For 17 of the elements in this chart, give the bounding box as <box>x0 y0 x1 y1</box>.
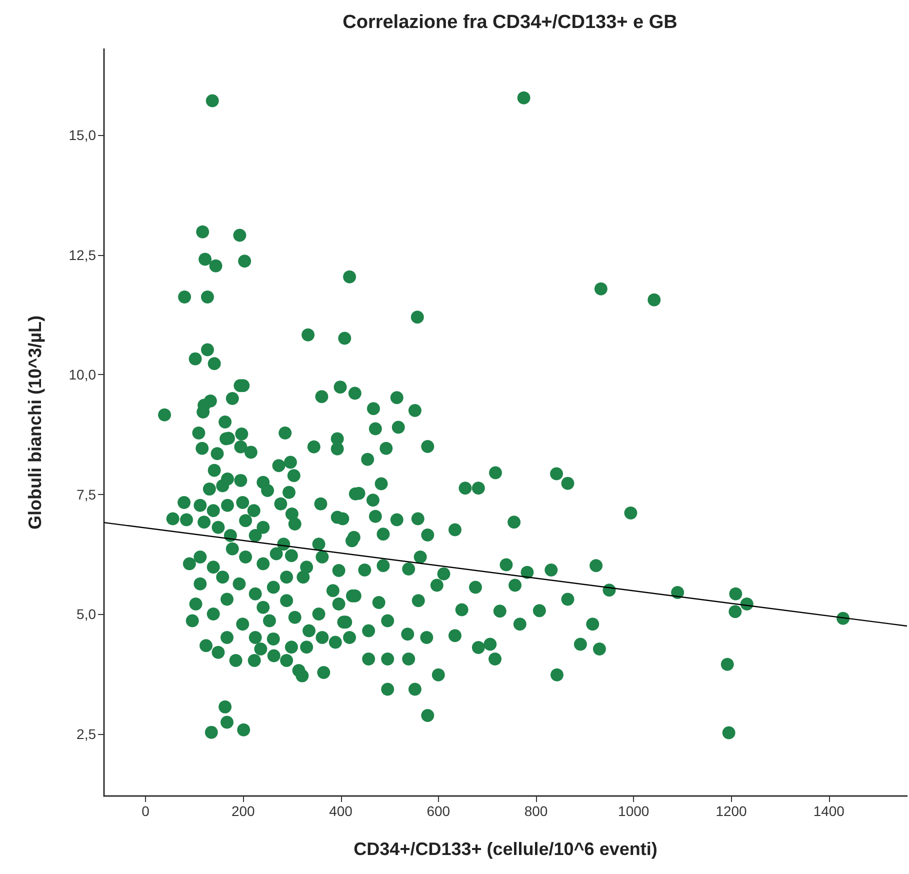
x-tick-label: 600 <box>426 803 450 819</box>
x-tick-label: 400 <box>329 803 353 819</box>
x-tick-label: 1000 <box>618 803 650 819</box>
x-axis-title: CD34+/CD133+ (cellule/10^6 eventi) <box>354 839 658 859</box>
y-tick-label: 10,0 <box>68 366 96 383</box>
x-tick-label: 200 <box>231 803 256 819</box>
y-axis-title: Globuli bianchi (10^3/µL) <box>25 316 45 530</box>
chart-title: Correlazione fra CD34+/CD133+ e GB <box>342 12 678 33</box>
y-tick-label: 15,0 <box>68 127 96 144</box>
x-tick-label: 800 <box>524 803 548 819</box>
x-tick-label: 1400 <box>813 803 845 819</box>
y-tick-label: 5,0 <box>76 606 96 622</box>
x-tick-label: 0 <box>142 803 150 819</box>
y-tick-label: 2,5 <box>76 726 96 742</box>
y-tick-label: 7,5 <box>76 486 96 502</box>
x-tick-label: 1200 <box>716 803 748 819</box>
y-tick-label: 12,5 <box>68 246 96 263</box>
